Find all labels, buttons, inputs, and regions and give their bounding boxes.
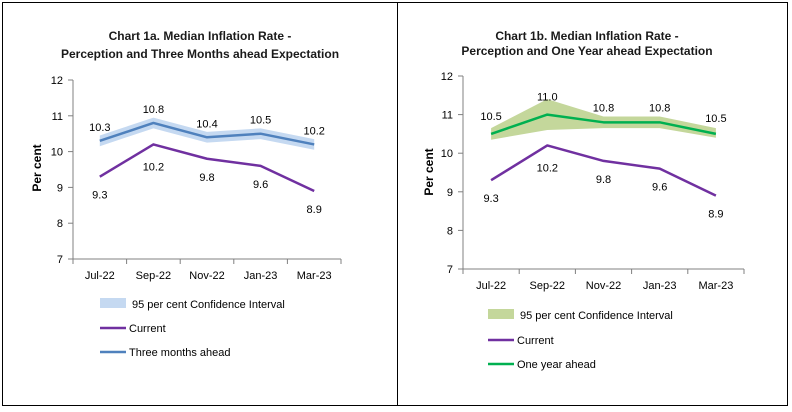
series-line-current	[490, 144, 717, 197]
data-label: 10.5	[250, 115, 271, 127]
y-tick-label: 10	[441, 148, 453, 160]
x-tick-label: Mar-23	[698, 280, 733, 292]
series-line-current	[99, 143, 315, 193]
x-tick-label: Nov-22	[586, 280, 621, 292]
x-tick-label: Sep-22	[530, 280, 565, 292]
y-tick-label: 9	[447, 187, 453, 199]
x-tick-label: Nov-22	[189, 270, 224, 282]
legend-label: Three months ahead	[129, 347, 231, 359]
data-label: 9.6	[652, 182, 667, 194]
data-label: 10.2	[143, 161, 164, 173]
data-label: 10.5	[480, 111, 501, 123]
data-label: 9.6	[253, 179, 268, 191]
series-line-expectation	[99, 121, 315, 146]
series-line-expectation	[490, 113, 717, 136]
y-tick-label: 11	[442, 110, 453, 122]
x-tick-label: Jan-23	[244, 270, 278, 282]
data-label: 9.8	[199, 172, 214, 184]
x-tick-label: Mar-23	[297, 270, 332, 282]
data-label: 8.9	[708, 209, 723, 221]
chart-title-line2: Perception and Three Months ahead Expect…	[61, 47, 339, 61]
legend-label: 95 per cent Confidence Interval	[520, 310, 673, 322]
chart-divider	[397, 2, 398, 406]
y-axis-label: Per cent	[422, 148, 436, 195]
data-label: 10.8	[649, 102, 670, 114]
y-tick-label: 11	[52, 111, 63, 123]
data-label: 9.3	[483, 193, 498, 205]
data-label: 10.2	[537, 162, 558, 174]
confidence-band	[99, 117, 315, 150]
y-tick-label: 7	[57, 254, 63, 266]
y-tick-label: 7	[447, 264, 453, 276]
data-label: 9.3	[92, 190, 107, 202]
legend-label: 95 per cent Confidence Interval	[132, 299, 285, 311]
data-label: 10.8	[593, 102, 614, 114]
legend-label: Current	[129, 323, 166, 335]
data-label: 10.4	[196, 118, 217, 130]
data-label: 8.9	[307, 204, 322, 216]
chart-frame	[2, 2, 788, 406]
legend-label: Current	[517, 335, 554, 347]
data-label: 9.8	[596, 174, 611, 186]
confidence-band	[491, 99, 716, 140]
data-label: 10.3	[89, 122, 110, 134]
x-tick-label: Jul-22	[476, 280, 506, 292]
x-tick-label: Jan-23	[643, 280, 677, 292]
y-axis-label: Per cent	[30, 144, 44, 191]
y-tick-label: 12	[51, 75, 63, 87]
y-tick-label: 10	[51, 147, 63, 159]
chart-title-line1: Chart 1a. Median Inflation Rate -	[109, 29, 292, 43]
legend-label: One year ahead	[517, 359, 596, 371]
x-tick-label: Sep-22	[136, 270, 171, 282]
data-label: 10.5	[705, 113, 726, 125]
y-tick-label: 12	[441, 71, 453, 83]
legend-swatch-band	[100, 298, 126, 308]
data-label: 10.8	[143, 104, 164, 116]
y-tick-label: 8	[57, 218, 63, 230]
x-tick-label: Jul-22	[85, 270, 115, 282]
y-tick-label: 8	[447, 225, 453, 237]
chart-title-line2: Perception and One Year ahead Expectatio…	[461, 44, 712, 58]
data-label: 11.0	[537, 92, 558, 104]
legend-swatch-band	[488, 309, 514, 319]
data-label: 10.2	[303, 125, 324, 137]
y-tick-label: 9	[57, 182, 63, 194]
chart-title-line1: Chart 1b. Median Inflation Rate -	[495, 29, 678, 43]
